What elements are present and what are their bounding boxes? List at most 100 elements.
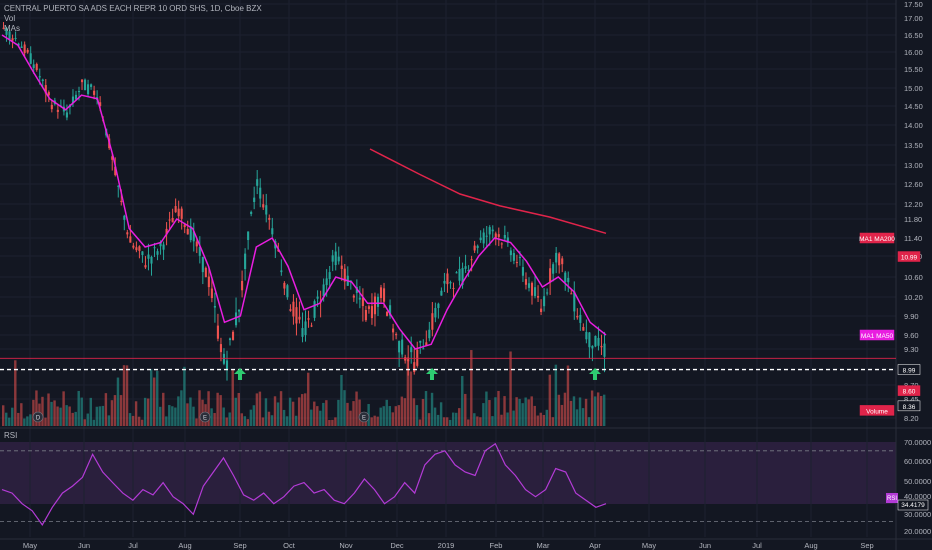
candle-body <box>603 343 606 357</box>
y-tick-label: 11.40 <box>904 234 922 243</box>
candle-body <box>23 44 26 54</box>
volume-bar <box>177 396 180 426</box>
candle-body <box>582 327 585 331</box>
y-tick-label: 11.80 <box>904 215 922 224</box>
y-tick-label: 10.60 <box>904 273 923 282</box>
y-tick-label: 16.00 <box>904 48 923 57</box>
candle-body <box>558 253 561 266</box>
rsi-y-tick-label: 40.0000 <box>904 492 931 501</box>
candle-body <box>135 247 138 251</box>
volume-bar <box>394 406 398 426</box>
candle-body <box>313 301 316 318</box>
volume-bar <box>29 414 32 426</box>
volume-bar <box>578 397 582 426</box>
volume-bar <box>343 390 346 426</box>
volume-bar <box>566 365 570 426</box>
volume-bar <box>424 391 428 426</box>
candle-body <box>26 49 29 53</box>
volume-bar <box>171 406 174 426</box>
rsi-current-label-bg <box>897 499 929 511</box>
volume-bar <box>282 409 286 426</box>
volume-bar <box>26 416 29 426</box>
volume-bar <box>113 395 117 426</box>
y-tick-label: 10.20 <box>904 293 923 302</box>
candle-body <box>316 296 319 299</box>
price-label-ma1-ma200: MA1 MA200 <box>859 232 895 244</box>
candle-body <box>213 305 216 308</box>
up-arrow-icon <box>234 368 246 380</box>
candle-body <box>325 278 328 286</box>
event-badge-0: D <box>32 411 44 423</box>
volume-bar <box>261 417 265 426</box>
candle-body <box>521 267 525 276</box>
x-tick-label: 2019 <box>438 541 455 550</box>
volume-bar <box>107 415 111 426</box>
volume-bar <box>581 408 585 426</box>
volume-bar <box>325 400 328 426</box>
volume-bar <box>104 393 108 426</box>
candle-body <box>488 227 491 235</box>
candle-body <box>446 273 449 285</box>
volume-bar <box>379 407 382 426</box>
volume-bar <box>195 418 198 426</box>
event-badge-2: E <box>358 411 370 423</box>
volume-bar <box>412 398 416 426</box>
candle-body <box>207 276 210 288</box>
candle-body <box>35 64 38 70</box>
event-badge-text: E <box>203 416 207 422</box>
candle-body <box>395 334 398 336</box>
candle-body <box>74 94 78 100</box>
candle-body <box>597 337 600 346</box>
candle-body <box>373 296 377 315</box>
volume-bar <box>159 406 162 426</box>
candle-body <box>177 208 180 217</box>
rsi-y-tick-label: 70.0000 <box>904 438 931 447</box>
candle-body <box>470 259 473 261</box>
volume-bar <box>77 390 80 426</box>
y-tick-label: 13.00 <box>904 161 923 170</box>
volume-bar <box>122 365 126 426</box>
candle-body <box>334 251 337 266</box>
volume-bar <box>270 415 274 426</box>
y-tick-label: 8.20 <box>904 414 919 423</box>
candle-body <box>111 156 114 160</box>
candle-body <box>298 316 301 320</box>
candle-body <box>150 256 153 264</box>
volume-bar <box>518 398 521 426</box>
candle-body <box>262 204 265 208</box>
up-arrow-icon <box>426 368 438 380</box>
volume-bar <box>156 370 159 426</box>
volume-bar <box>92 419 96 426</box>
x-tick-label: Jul <box>752 541 762 550</box>
y-tick-label: 14.00 <box>904 121 923 130</box>
volume-bar <box>349 410 352 426</box>
volume-bar <box>590 390 594 426</box>
candle-body <box>171 217 174 223</box>
volume-bar <box>291 401 295 426</box>
candle-body <box>458 268 461 281</box>
x-tick-label: May <box>642 541 656 550</box>
volume-bar <box>2 405 5 426</box>
y-tick-label: 12.60 <box>904 180 923 189</box>
candle-body <box>247 231 250 241</box>
candle-body <box>464 266 467 269</box>
price-label-text: 8.36 <box>903 404 916 411</box>
candle-body <box>126 232 129 235</box>
x-tick-label: Aug <box>178 541 191 550</box>
candle-body <box>216 325 219 339</box>
volume-bar <box>207 391 210 426</box>
volume-bar <box>331 419 334 426</box>
volume-bar <box>300 394 304 426</box>
rsi-y-tick-label: 30.0000 <box>904 510 931 519</box>
candle-body <box>132 245 135 248</box>
candle-body <box>364 309 367 321</box>
candle-body <box>524 279 528 285</box>
price-label-text: 8.99 <box>903 368 916 375</box>
volume-bar <box>436 414 440 426</box>
volume-bar <box>533 405 536 426</box>
volume-bar <box>328 419 331 426</box>
candle-body <box>283 282 286 289</box>
candle-body <box>310 325 313 327</box>
mas-label: MAs <box>4 24 20 33</box>
